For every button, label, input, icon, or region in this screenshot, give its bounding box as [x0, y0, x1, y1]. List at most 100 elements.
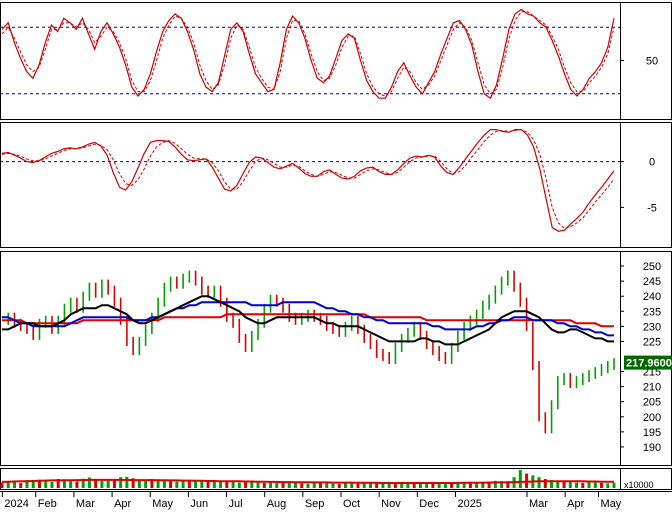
volume-bar: [44, 480, 48, 488]
volume-bar: [31, 481, 35, 488]
volume-bar: [187, 480, 191, 488]
volume-bar: [0, 482, 4, 488]
x-tick-label: May: [152, 498, 173, 510]
x-tick-label: 2024: [4, 498, 28, 510]
price-panel: [2, 270, 615, 434]
volume-bar: [437, 482, 441, 488]
volume-bar: [337, 484, 341, 488]
y-tick-label: 245: [643, 276, 661, 288]
volume-bar: [431, 482, 435, 488]
volume-bar: [56, 479, 60, 488]
volume-bar: [493, 480, 497, 488]
volume-bar: [612, 482, 616, 488]
y-tick-label: 195: [643, 427, 661, 439]
volume-bar: [518, 470, 522, 488]
volume-bar: [456, 482, 460, 488]
volume-bar: [356, 483, 360, 488]
volume-bar: [325, 483, 329, 488]
volume-bar: [587, 482, 591, 488]
stochastic-panel: [0, 8, 620, 100]
volume-bar: [162, 480, 166, 488]
volume-bar: [481, 482, 485, 488]
volume-bar: [275, 481, 279, 488]
x-tick-label: Apr: [567, 498, 584, 510]
volume-bar: [306, 483, 310, 488]
volume-bar: [131, 478, 135, 488]
x-axis-ticks: 2024 Feb Mar Apr May Jun Jul Aug Sep Oct Nov Dec 202…: [1, 491, 622, 510]
volume-bar: [231, 481, 235, 488]
volume-bar: [406, 483, 410, 488]
y-tick-label: 205: [643, 397, 661, 409]
volume-bar: [125, 476, 129, 488]
volume-bar: [237, 482, 241, 488]
volume-bar: [12, 480, 16, 488]
y-tick-label: 200: [643, 412, 661, 424]
volume-unit-label: x10000: [624, 480, 654, 490]
volume-bar: [506, 481, 510, 488]
volume-bar: [75, 481, 79, 488]
volume-bar: [87, 477, 91, 488]
volume-bar: [150, 479, 154, 488]
x-tick-label: Jun: [190, 498, 208, 510]
macd-panel: [0, 129, 620, 232]
x-tick-label: Dec: [419, 498, 439, 510]
volume-bar: [575, 482, 579, 488]
volume-bar: [562, 481, 566, 488]
x-tick-label: Nov: [381, 498, 401, 510]
volume-bar: [256, 482, 260, 488]
volume-bar: [137, 479, 141, 488]
ma-long-line: [2, 313, 614, 328]
last-price-label: 217.9600: [626, 358, 672, 370]
volume-bar: [593, 482, 597, 488]
volume-bar: [37, 479, 41, 488]
x-tick-label: 2025: [457, 498, 481, 510]
x-tick-label: Oct: [343, 498, 360, 510]
x-tick-label: Apr: [114, 498, 131, 510]
volume-average-line: [1, 478, 614, 484]
volume-bar: [368, 482, 372, 488]
volume-bar: [219, 480, 223, 488]
y-tick-label: 0: [649, 157, 655, 169]
volume-bar: [418, 484, 422, 488]
ma-short-line: [2, 295, 614, 346]
volume-bar: [362, 483, 366, 488]
x-tick-label: May: [601, 498, 622, 510]
y-axis-ticks: 500-525024524023523022521521020520019519…: [620, 56, 661, 490]
volume-bar: [425, 483, 429, 488]
volume-bar: [475, 482, 479, 488]
volume-bar: [387, 483, 391, 488]
volume-bar: [412, 483, 416, 488]
volume-bar: [50, 481, 54, 488]
volume-bar: [350, 482, 354, 488]
volume-bar: [112, 479, 116, 488]
volume-bar: [381, 483, 385, 488]
ma-mid-line: [2, 301, 614, 337]
volume-bar: [450, 483, 454, 488]
volume-bar: [581, 482, 585, 488]
volume-bar: [462, 482, 466, 488]
volume-bar: [119, 477, 123, 488]
volume-bar: [331, 483, 335, 488]
oscillator-series-1: [1, 11, 615, 97]
volume-bar: [543, 479, 547, 488]
x-tick-label: Mar: [529, 498, 548, 510]
volume-bar: [568, 481, 572, 488]
y-tick-label: 210: [643, 382, 661, 394]
volume-bar: [262, 482, 266, 488]
volume-bar: [312, 482, 316, 488]
volume-bar: [62, 479, 66, 488]
x-tick-label: Feb: [38, 498, 57, 510]
volume-bar: [556, 480, 560, 488]
volume-bar: [69, 480, 73, 488]
volume-bar: [19, 482, 23, 488]
volume-bar: [600, 482, 604, 488]
volume-bar: [287, 482, 291, 488]
volume-bar: [175, 481, 179, 488]
y-tick-label: 225: [643, 336, 661, 348]
x-tick-label: Sep: [305, 498, 325, 510]
volume-bar: [294, 482, 298, 488]
volume-bar: [393, 482, 397, 488]
y-tick-label: 235: [643, 306, 661, 318]
volume-bar: [537, 477, 541, 488]
